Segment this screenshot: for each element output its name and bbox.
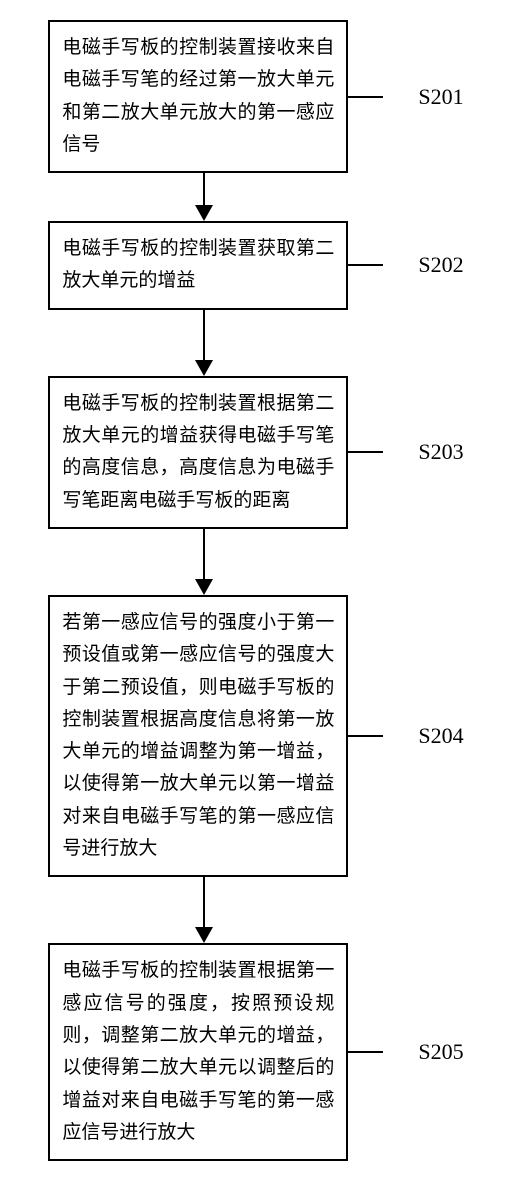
step-row: 电磁手写板的控制装置根据第一感应信号的强度，按照预设规则，调整第二放大单元的增益…: [10, 943, 502, 1161]
label-wrap: S203: [348, 439, 463, 465]
arrow-head-icon: [195, 205, 213, 221]
label-lead-line: [348, 451, 383, 453]
step-label-s203: S203: [418, 439, 463, 465]
label-lead-line: [348, 735, 383, 737]
arrow-connector: [195, 173, 213, 221]
arrow-line: [203, 173, 205, 205]
arrow-head-icon: [195, 579, 213, 595]
arrow-line: [203, 529, 205, 579]
step-row: 若第一感应信号的强度小于第一预设值或第一感应信号的强度大于第二预设值，则电磁手写…: [10, 595, 502, 877]
arrow-line: [203, 310, 205, 360]
step-label-s202: S202: [418, 252, 463, 278]
flowchart-container: 电磁手写板的控制装置接收来自电磁手写笔的经过第一放大单元和第二放大单元放大的第一…: [10, 20, 502, 1161]
arrow-connector: [195, 877, 213, 943]
label-lead-line: [348, 96, 383, 98]
label-wrap: S202: [348, 252, 463, 278]
arrow-connector: [195, 529, 213, 595]
arrow-head-icon: [195, 360, 213, 376]
arrow-connector: [195, 310, 213, 376]
step-label-s204: S204: [418, 723, 463, 749]
step-box-s202: 电磁手写板的控制装置获取第二放大单元的增益: [48, 221, 348, 310]
step-box-s205: 电磁手写板的控制装置根据第一感应信号的强度，按照预设规则，调整第二放大单元的增益…: [48, 943, 348, 1161]
step-label-s205: S205: [418, 1039, 463, 1065]
label-wrap: S205: [348, 1039, 463, 1065]
step-row: 电磁手写板的控制装置根据第二放大单元的增益获得电磁手写笔的高度信息，高度信息为电…: [10, 376, 502, 529]
label-lead-line: [348, 1051, 383, 1053]
step-label-s201: S201: [418, 84, 463, 110]
arrow-head-icon: [195, 927, 213, 943]
arrow-line: [203, 877, 205, 927]
step-box-s201: 电磁手写板的控制装置接收来自电磁手写笔的经过第一放大单元和第二放大单元放大的第一…: [48, 20, 348, 173]
label-lead-line: [348, 264, 383, 266]
step-box-s203: 电磁手写板的控制装置根据第二放大单元的增益获得电磁手写笔的高度信息，高度信息为电…: [48, 376, 348, 529]
step-row: 电磁手写板的控制装置接收来自电磁手写笔的经过第一放大单元和第二放大单元放大的第一…: [10, 20, 502, 173]
label-wrap: S204: [348, 723, 463, 749]
label-wrap: S201: [348, 84, 463, 110]
step-box-s204: 若第一感应信号的强度小于第一预设值或第一感应信号的强度大于第二预设值，则电磁手写…: [48, 595, 348, 877]
step-row: 电磁手写板的控制装置获取第二放大单元的增益 S202: [10, 221, 502, 310]
